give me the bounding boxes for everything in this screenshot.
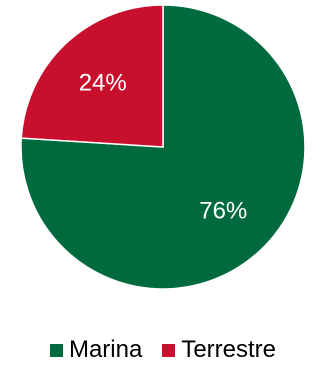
legend-label-marina: Marina: [68, 336, 143, 363]
legend-item-marina: Marina: [49, 336, 143, 364]
legend-swatch-marina: [49, 343, 63, 357]
pie-label-marina: 76%: [199, 198, 247, 225]
legend: Marina Terrestre: [0, 336, 326, 364]
pie-slices: [20, 4, 306, 290]
legend-label-terrestre: Terrestre: [181, 336, 277, 363]
pie-slice-terrestre: [20, 4, 164, 148]
legend-swatch-terrestre: [162, 343, 176, 357]
legend-item-terrestre: Terrestre: [162, 336, 276, 364]
pie-labels: 76% 24%: [79, 69, 248, 224]
pie-chart: 76% 24%: [20, 4, 306, 290]
pie-slice-marina: [20, 4, 306, 290]
pie-label-terrestre: 24%: [79, 69, 127, 96]
